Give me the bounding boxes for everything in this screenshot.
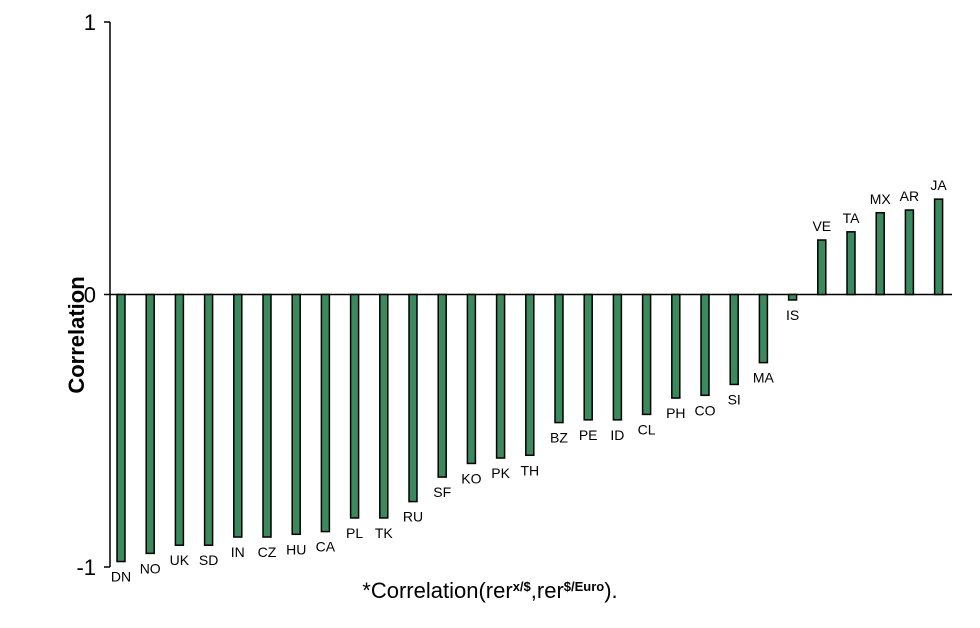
bar — [174, 293, 185, 546]
bar — [554, 293, 564, 424]
bar-label: TK — [375, 525, 394, 541]
caption-part: ). — [604, 578, 617, 603]
bar-label: PL — [346, 525, 363, 541]
bar — [262, 293, 272, 538]
bar-label: CL — [638, 421, 656, 437]
bar-label: IS — [786, 307, 799, 323]
bar — [875, 212, 885, 296]
bar — [320, 293, 331, 533]
x-axis-caption: *Correlation(rerx/$,rer$/Euro). — [362, 578, 617, 603]
y-axis-label: Correlation — [64, 276, 89, 393]
bar — [758, 293, 769, 364]
bar-label: MA — [753, 370, 775, 386]
bar-label: PE — [579, 427, 598, 443]
bar-label: HU — [286, 541, 306, 557]
caption-sup: x/$ — [513, 579, 532, 594]
bar — [904, 209, 915, 296]
caption-sup: $/Euro — [564, 579, 605, 594]
bar-label: TA — [843, 210, 861, 226]
bar-label: DN — [111, 569, 131, 585]
bar-label: SI — [728, 391, 741, 407]
bar — [233, 293, 243, 538]
bar-label: CA — [316, 539, 336, 555]
bar-label: MX — [870, 191, 892, 207]
bar-label: SD — [199, 552, 218, 568]
bar — [817, 239, 827, 296]
bar — [349, 293, 360, 519]
bar-label: BZ — [550, 430, 568, 446]
y-tick-label: -1 — [76, 555, 96, 580]
bar — [612, 293, 623, 421]
bar — [408, 293, 418, 503]
bar — [495, 293, 506, 459]
bar-label: VE — [812, 218, 831, 234]
bar — [116, 293, 126, 563]
bar — [846, 231, 856, 296]
bar — [525, 293, 535, 457]
caption-part: *Correlation(rer — [362, 578, 512, 603]
bar — [437, 293, 447, 478]
bar-label: AR — [900, 188, 919, 204]
bar — [933, 198, 944, 296]
bar-label: NO — [140, 560, 161, 576]
bar — [291, 293, 301, 536]
bar — [583, 293, 593, 421]
bar — [203, 293, 214, 546]
bar — [787, 293, 798, 301]
bar — [671, 293, 681, 399]
y-tick-label: 0 — [84, 283, 96, 308]
bar-label: TH — [520, 462, 539, 478]
bar-label: JA — [930, 177, 947, 193]
bar-label: PH — [666, 405, 685, 421]
bar — [379, 293, 389, 519]
bar-label: CO — [695, 402, 716, 418]
bar-label: IN — [231, 544, 245, 560]
bar — [641, 293, 652, 416]
bar-label: RU — [403, 509, 423, 525]
bar-label: UK — [170, 552, 190, 568]
caption-part: ,rer — [531, 578, 564, 603]
y-tick-label: 1 — [84, 10, 96, 35]
bar-label: ID — [610, 427, 624, 443]
bar — [700, 293, 710, 397]
bar-label: PK — [491, 465, 510, 481]
bar — [729, 293, 739, 386]
bar-label: KO — [461, 470, 481, 486]
bar — [145, 293, 155, 555]
bar-label: SF — [433, 484, 451, 500]
bar — [466, 293, 477, 465]
bar-label: CZ — [258, 544, 277, 560]
